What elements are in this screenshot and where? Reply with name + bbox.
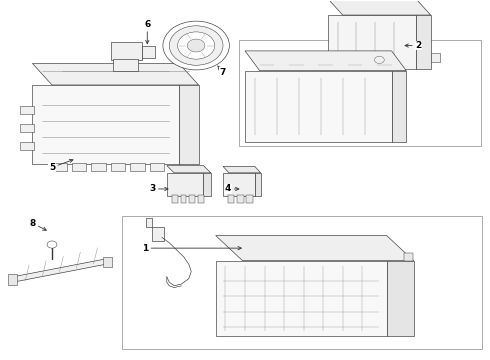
Bar bbox=[20, 141, 34, 150]
Polygon shape bbox=[179, 85, 198, 164]
Circle shape bbox=[177, 32, 215, 59]
Bar bbox=[189, 195, 195, 203]
Bar bbox=[147, 218, 152, 226]
Bar bbox=[111, 42, 143, 60]
Polygon shape bbox=[13, 259, 106, 282]
Polygon shape bbox=[255, 173, 261, 196]
Circle shape bbox=[169, 26, 223, 65]
Text: 5: 5 bbox=[49, 159, 73, 172]
Polygon shape bbox=[387, 261, 414, 336]
Bar bbox=[32, 85, 179, 164]
Polygon shape bbox=[32, 63, 198, 85]
Bar bbox=[130, 163, 145, 171]
Bar bbox=[404, 253, 413, 261]
Bar bbox=[143, 45, 155, 58]
Text: 4: 4 bbox=[225, 184, 239, 193]
Polygon shape bbox=[245, 51, 406, 71]
Polygon shape bbox=[216, 235, 414, 261]
Polygon shape bbox=[392, 71, 406, 142]
Bar bbox=[103, 257, 112, 267]
Polygon shape bbox=[416, 15, 431, 69]
Bar bbox=[245, 71, 392, 142]
Bar bbox=[172, 195, 177, 203]
Polygon shape bbox=[167, 166, 211, 173]
Polygon shape bbox=[328, 0, 431, 15]
Bar bbox=[122, 216, 483, 348]
Circle shape bbox=[163, 21, 229, 70]
Bar bbox=[91, 163, 106, 171]
Polygon shape bbox=[223, 166, 261, 173]
Text: 2: 2 bbox=[405, 41, 421, 50]
Bar bbox=[237, 195, 244, 203]
Bar bbox=[113, 59, 138, 71]
Bar bbox=[152, 226, 164, 241]
Text: 6: 6 bbox=[144, 19, 150, 44]
Text: 7: 7 bbox=[218, 66, 226, 77]
Bar bbox=[239, 40, 481, 146]
Bar bbox=[52, 163, 67, 171]
Bar bbox=[8, 274, 17, 285]
Bar bbox=[328, 15, 416, 69]
Circle shape bbox=[47, 241, 57, 248]
Bar bbox=[228, 195, 234, 203]
Text: 1: 1 bbox=[142, 244, 241, 253]
Bar bbox=[20, 106, 34, 114]
Bar bbox=[167, 173, 203, 196]
Bar bbox=[111, 163, 125, 171]
Text: 8: 8 bbox=[29, 219, 46, 230]
Bar bbox=[216, 261, 387, 336]
Bar bbox=[150, 163, 164, 171]
Bar bbox=[223, 173, 255, 196]
Circle shape bbox=[374, 56, 384, 63]
Text: 3: 3 bbox=[149, 184, 168, 193]
Bar bbox=[246, 195, 253, 203]
Polygon shape bbox=[203, 173, 211, 196]
Bar bbox=[198, 195, 204, 203]
Bar bbox=[72, 163, 86, 171]
Circle shape bbox=[187, 39, 205, 52]
Bar bbox=[20, 124, 34, 132]
Bar bbox=[431, 53, 441, 62]
Bar bbox=[180, 195, 186, 203]
